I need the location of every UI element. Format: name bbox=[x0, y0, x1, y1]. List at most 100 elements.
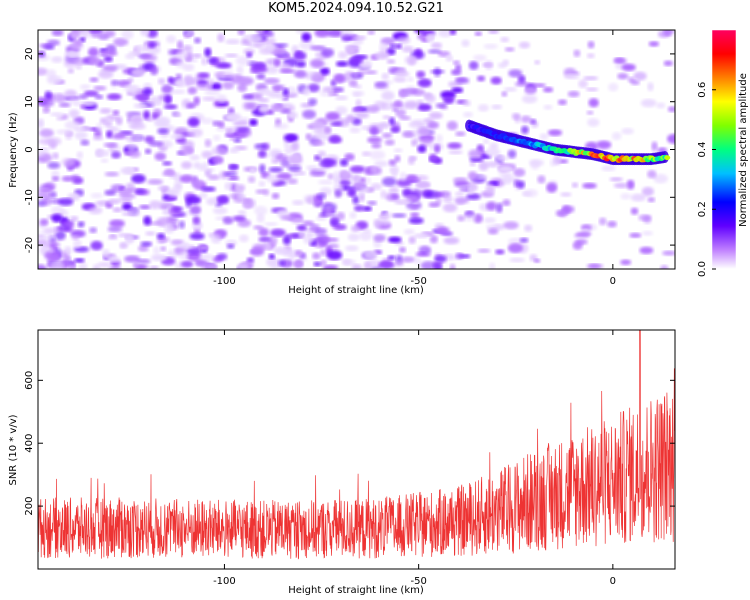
spectrogram-noise-blob bbox=[189, 205, 202, 215]
bottom-x-tick-label: 0 bbox=[610, 576, 616, 587]
spectrogram-noise-blob bbox=[485, 184, 496, 195]
spectrogram-noise-blob bbox=[349, 165, 366, 173]
spectrogram-noise-blob bbox=[187, 128, 203, 138]
spectrogram-noise-blob bbox=[469, 161, 476, 167]
spectrogram-noise-blob bbox=[491, 104, 503, 110]
spectrogram-noise-blob bbox=[587, 40, 595, 49]
spectrogram-noise-blob bbox=[69, 216, 79, 222]
snr-panel: -100 -50 0 200 400 600 Height of straight li… bbox=[8, 329, 676, 596]
spectrogram-noise-blob bbox=[333, 73, 346, 84]
spectrogram-noise-blob bbox=[363, 250, 378, 259]
spectrogram-ridge bbox=[465, 119, 671, 166]
spectrogram-noise-blob bbox=[58, 209, 69, 217]
bottom-x-tick-label: -50 bbox=[410, 576, 426, 587]
spectrogram-noise-blob bbox=[40, 99, 55, 107]
spectrogram-noise-blob bbox=[476, 175, 489, 180]
spectrogram-noise-blob bbox=[362, 206, 372, 212]
spectrogram-noise-blob bbox=[268, 166, 283, 173]
spectrogram-noise-blob bbox=[207, 57, 218, 65]
spectrogram-noise-blob bbox=[147, 98, 161, 107]
spectrogram-noise-blob bbox=[347, 188, 357, 198]
bottom-y-tick-label: 600 bbox=[24, 371, 35, 390]
spectrogram-noise-blob bbox=[315, 234, 330, 245]
spectrogram-noise-blob bbox=[613, 57, 627, 64]
spectrogram-noise-blob bbox=[374, 81, 388, 88]
spectrogram-noise-blob bbox=[271, 48, 287, 55]
spectrogram-noise-blob bbox=[453, 177, 468, 184]
spectrogram-noise-blob bbox=[147, 178, 164, 185]
spectrogram-noise-blob bbox=[561, 205, 575, 214]
spectrogram-noise-blob bbox=[305, 231, 314, 238]
spectrogram-noise-blob bbox=[196, 83, 211, 91]
spectrogram-noise-blob bbox=[329, 134, 340, 143]
spectrogram-noise-blob bbox=[166, 35, 177, 44]
top-x-tick-label: -50 bbox=[410, 276, 426, 287]
spectrogram-noise-blob bbox=[332, 87, 345, 93]
spectrogram-noise-blob bbox=[199, 253, 214, 261]
spectrogram-noise-blob bbox=[404, 55, 418, 65]
spectrogram-noise-blob bbox=[89, 227, 98, 234]
spectrogram-noise-blob bbox=[452, 60, 461, 65]
spectrogram-noise-blob bbox=[211, 146, 228, 156]
spectrogram-noise-blob bbox=[520, 115, 532, 123]
spectrogram-noise-blob bbox=[311, 120, 325, 128]
spectrogram-noise-blob bbox=[498, 172, 513, 177]
spectrogram-noise-blob bbox=[454, 196, 470, 204]
spectrogram-noise-blob bbox=[417, 78, 432, 88]
spectrogram-noise-blob bbox=[448, 150, 463, 155]
spectrogram-noise-blob bbox=[263, 77, 280, 85]
spectrogram-noise-blob bbox=[507, 149, 517, 159]
spectrogram-noise-blob bbox=[68, 33, 81, 40]
spectrogram-noise-blob bbox=[371, 142, 382, 149]
spectrogram-noise-blob bbox=[580, 224, 592, 231]
spectrogram-noise-blob bbox=[386, 47, 396, 56]
spectrogram-noise-blob bbox=[353, 205, 365, 212]
spectrogram-noise-blob bbox=[446, 120, 458, 131]
spectrogram-noise-blob bbox=[490, 76, 502, 85]
spectrogram-noise-blob bbox=[245, 103, 256, 109]
spectrogram-noise-blob bbox=[324, 206, 333, 216]
spectrogram-noise-blob bbox=[518, 41, 531, 49]
spectrogram-noise-blob bbox=[391, 213, 407, 218]
spectrogram-noise-blob bbox=[344, 153, 355, 161]
spectrogram-noise-blob bbox=[215, 62, 232, 69]
spectrogram-noise-blob bbox=[457, 215, 465, 222]
spectrogram-noise-blob bbox=[217, 33, 225, 43]
spectrogram-noise-blob bbox=[352, 73, 359, 78]
spectrogram-noise-blob bbox=[198, 245, 209, 251]
spectrogram-noise-blob bbox=[355, 111, 370, 119]
spectrogram-noise-blob bbox=[149, 265, 159, 269]
spectrogram-noise-blob bbox=[312, 125, 328, 135]
spectrogram-noise-blob bbox=[160, 246, 167, 252]
spectrogram-noise-blob bbox=[178, 243, 191, 250]
spectrogram-noise-blob bbox=[232, 215, 246, 222]
spectrogram-noise-blob bbox=[578, 79, 588, 89]
spectrogram-noise-blob bbox=[309, 58, 325, 68]
spectrogram-noise-blob bbox=[394, 155, 401, 163]
spectrogram-noise-blob bbox=[571, 182, 579, 188]
spectrogram-noise-blob bbox=[433, 67, 441, 77]
spectrogram-noise-blob bbox=[380, 190, 387, 199]
spectrogram-noise-blob bbox=[201, 96, 217, 102]
spectrogram-noise-blob bbox=[629, 232, 642, 238]
spectrogram-noise-blob bbox=[125, 234, 134, 245]
spectrogram-noise-blob bbox=[46, 39, 61, 46]
spectrogram-noise-blob bbox=[598, 217, 607, 226]
spectrogram-noise-blob bbox=[638, 214, 652, 222]
spectrogram-noise-blob bbox=[130, 68, 145, 77]
spectrogram-noise-blob bbox=[294, 70, 307, 79]
spectrogram-noise-blob bbox=[69, 263, 76, 269]
spectrogram-noise-blob bbox=[399, 171, 407, 182]
spectrogram-noise-blob bbox=[564, 74, 580, 80]
spectrogram-noise-blob bbox=[358, 60, 373, 69]
spectrogram-noise-blob bbox=[402, 130, 415, 138]
spectrogram-noise-blob bbox=[132, 261, 139, 268]
spectrogram-noise-blob bbox=[345, 46, 356, 56]
spectrogram-noise-blob bbox=[226, 243, 235, 249]
spectrogram-noise-blob bbox=[273, 123, 289, 130]
spectrogram-noise-blob bbox=[217, 195, 230, 205]
spectrogram-noise-blob bbox=[51, 56, 63, 63]
spectrogram-noise-blob bbox=[546, 182, 558, 193]
spectrogram-noise-blob bbox=[513, 168, 526, 177]
spectrogram-noise-blob bbox=[135, 44, 148, 53]
